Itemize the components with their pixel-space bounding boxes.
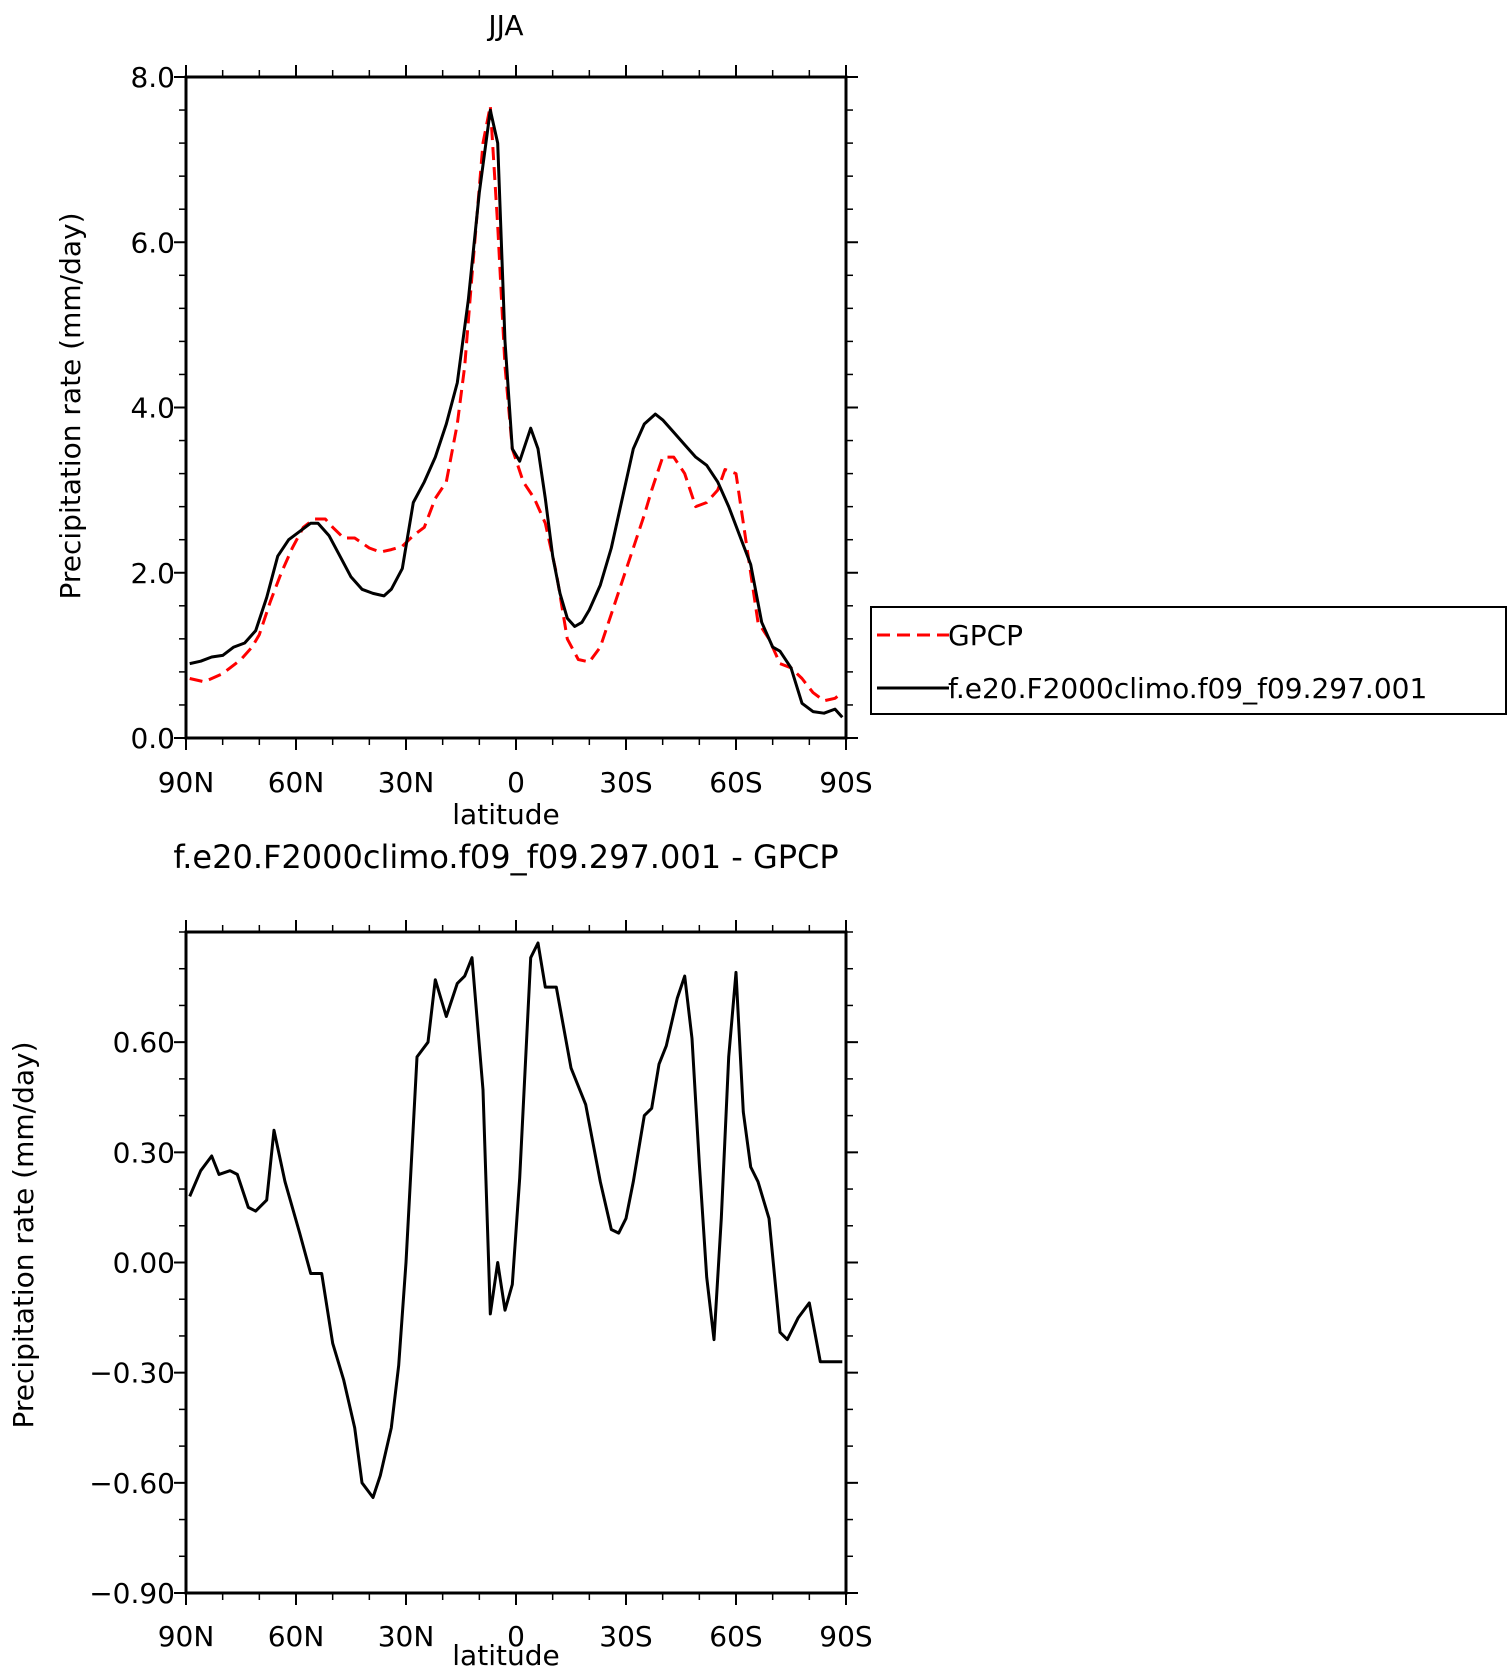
y-tick-label: −0.90 — [89, 1577, 175, 1610]
x-tick-label: 90N — [158, 1620, 215, 1653]
x-tick-label: 90S — [819, 766, 872, 799]
top-series-group — [189, 104, 844, 719]
y-tick-label: 2.0 — [130, 557, 175, 590]
y-tick-label: 0.30 — [113, 1136, 175, 1169]
y-tick-label: −0.30 — [89, 1357, 175, 1390]
bottom-x-axis-label: latitude — [452, 1639, 559, 1671]
top-x-tick-labels: 90N 60N 30N 0 30S 60S 90S — [158, 766, 873, 799]
x-tick-label: 30S — [599, 1620, 652, 1653]
series-line-f-e20-f2000climo-f09-f09-297-001 — [189, 108, 844, 719]
y-tick-label: 0.60 — [113, 1026, 175, 1059]
y-tick-label: −0.60 — [89, 1467, 175, 1500]
x-tick-label: 60S — [709, 766, 762, 799]
x-tick-label: 60N — [268, 1620, 325, 1653]
x-tick-label: 90S — [819, 1620, 872, 1653]
bottom-chart-title: f.e20.F2000climo.f09_f09.297.001 - GPCP — [173, 838, 838, 876]
x-tick-label: 60N — [268, 766, 325, 799]
x-tick-label: 0 — [507, 1620, 525, 1653]
top-x-axis-label: latitude — [452, 798, 559, 831]
x-tick-label: 30N — [378, 1620, 435, 1653]
top-y-tick-labels: 0.0 2.0 4.0 6.0 8.0 — [130, 61, 175, 755]
legend-box — [870, 606, 1507, 715]
top-y-axis-label: Precipitation rate (mm/day) — [54, 212, 87, 599]
x-tick-label: 30N — [378, 766, 435, 799]
legend: GPCP f.e20.F2000climo.f09_f09.297.001 — [870, 606, 1507, 715]
top-panel: JJA 0.02.04.06.08.0 90N 60N 30N 0 30S 60S 90S … — [54, 9, 873, 831]
x-tick-label: 0 — [507, 766, 525, 799]
x-tick-label: 30S — [599, 766, 652, 799]
y-tick-label: 0.00 — [113, 1247, 175, 1280]
legend-model-label: f.e20.F2000climo.f09_f09.297.001 — [948, 672, 1427, 705]
y-tick-label: 8.0 — [130, 61, 175, 94]
x-tick-label: 60S — [709, 1620, 762, 1653]
series-line-difference — [188, 941, 843, 1499]
bottom-plot-frame — [174, 920, 858, 1605]
bottom-panel: f.e20.F2000climo.f09_f09.297.001 - GPCP … — [7, 838, 873, 1671]
plot-border — [184, 75, 848, 740]
y-tick-label: 0.0 — [130, 722, 175, 755]
bottom-series-group — [188, 941, 843, 1499]
bottom-y-tick-labels: −0.90 −0.60 −0.30 0.00 0.30 0.60 — [89, 1026, 175, 1610]
x-tick-label: 90N — [158, 766, 215, 799]
y-tick-label: 4.0 — [130, 392, 175, 425]
plot-border — [184, 930, 848, 1595]
bottom-x-tick-labels: 90N 60N 30N 0 30S 60S 90S — [158, 1620, 873, 1653]
top-chart-title: JJA — [486, 9, 523, 42]
series-line-gpcp — [189, 104, 844, 703]
bottom-y-axis-label: Precipitation rate (mm/day) — [7, 1041, 40, 1428]
y-tick-label: 6.0 — [130, 226, 175, 259]
top-plot-frame — [174, 65, 858, 750]
legend-gpcp-label: GPCP — [948, 619, 1023, 652]
